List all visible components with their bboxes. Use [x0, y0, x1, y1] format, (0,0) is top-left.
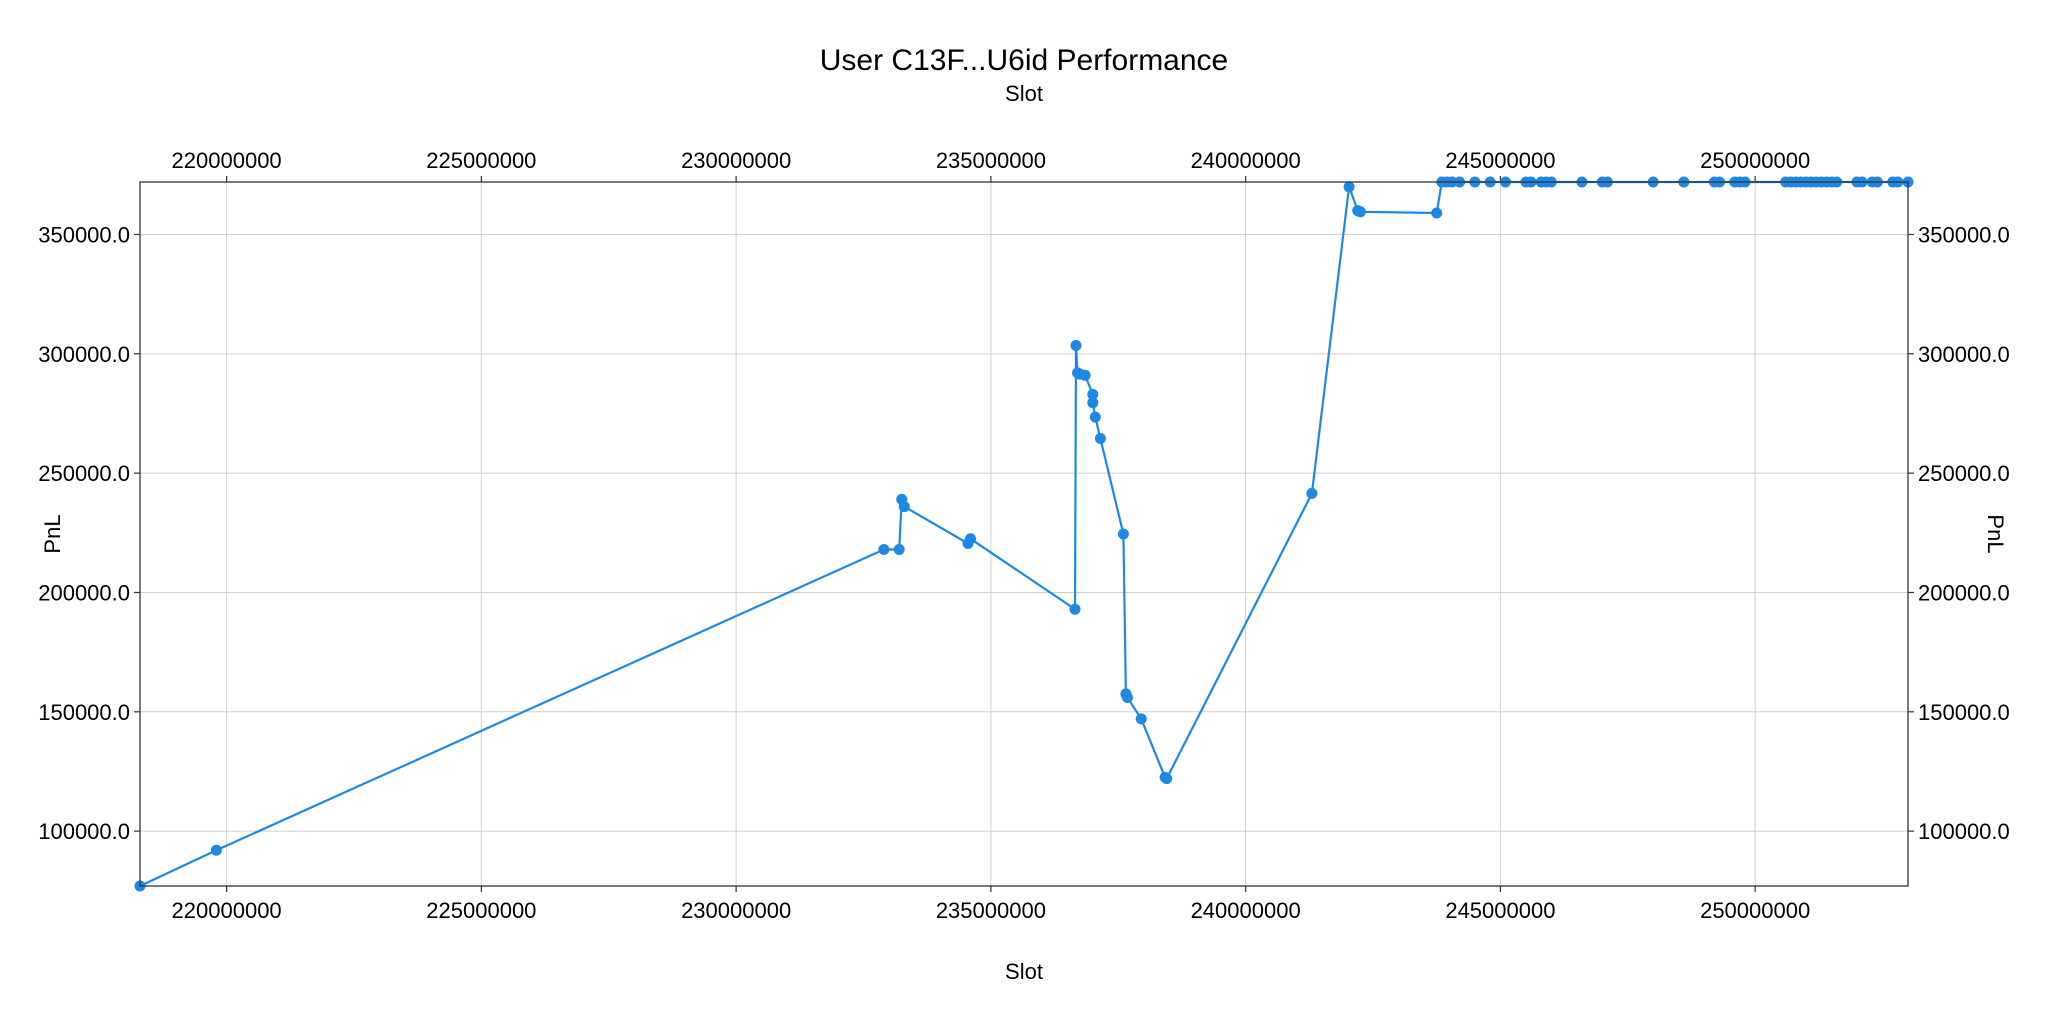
y-tick-label: 150000.0	[38, 700, 130, 725]
x2-tick-label: 230000000	[681, 148, 791, 173]
y2-tick-label: 150000.0	[1918, 700, 2010, 725]
data-point	[1094, 433, 1106, 444]
y-tick-label: 200000.0	[38, 580, 130, 605]
y-tick-label: 250000.0	[38, 461, 130, 486]
y2-tick-label: 250000.0	[1918, 461, 2010, 486]
grid-lines	[140, 182, 1908, 886]
data-point	[1343, 181, 1355, 193]
x2-tick-label: 240000000	[1191, 148, 1301, 173]
data-point	[1135, 713, 1147, 725]
data-point	[1087, 397, 1099, 409]
x-tick-label: 235000000	[936, 898, 1046, 923]
x-tick-label: 250000000	[1700, 898, 1810, 923]
data-point	[1306, 487, 1318, 499]
x-tick-label: 225000000	[426, 898, 536, 923]
x2-tick-label: 245000000	[1445, 148, 1555, 173]
left-y-axis-title: PnL	[40, 514, 65, 553]
bottom-x-axis-title: Slot	[1005, 959, 1043, 984]
data-point	[893, 544, 905, 555]
data-point	[898, 501, 910, 513]
y-tick-label: 100000.0	[38, 819, 130, 844]
x2-tick-label: 250000000	[1700, 148, 1810, 173]
y-tick-label: 350000.0	[38, 223, 130, 248]
data-point	[210, 844, 222, 856]
x2-tick-label: 220000000	[172, 148, 282, 173]
x-tick-label: 240000000	[1191, 898, 1301, 923]
y2-tick-label: 300000.0	[1918, 342, 2010, 367]
x-tick-label: 245000000	[1445, 898, 1555, 923]
data-point	[965, 533, 976, 545]
data-point	[1069, 603, 1081, 615]
data-point	[1354, 206, 1366, 218]
y-tick-label: 300000.0	[38, 342, 130, 367]
x2-tick-label: 225000000	[426, 148, 536, 173]
data-point	[1070, 340, 1082, 351]
data-point	[878, 544, 890, 555]
y2-tick-label: 100000.0	[1918, 819, 2010, 844]
data-point	[1121, 692, 1133, 703]
y2-tick-label: 350000.0	[1918, 223, 2010, 248]
data-point	[1431, 207, 1443, 219]
data-point	[1089, 411, 1101, 423]
x2-tick-label: 235000000	[936, 148, 1046, 173]
data-point	[1079, 369, 1091, 381]
top-x-axis-title: Slot	[1005, 81, 1043, 106]
data-point	[1117, 528, 1129, 540]
axis-ticks: 220000000 220000000 225000000 225000000 2300…	[38, 148, 2010, 923]
chart-title: User C13F...U6id Performance	[820, 44, 1229, 77]
series-layer	[134, 176, 1914, 892]
y2-tick-label: 200000.0	[1918, 580, 2010, 605]
x-tick-label: 220000000	[172, 898, 282, 923]
data-point	[1087, 388, 1099, 400]
data-point	[1161, 773, 1173, 785]
right-y-axis-title: PnL	[1983, 514, 2008, 553]
pnl-series-line	[139, 180, 1908, 887]
x-tick-label: 230000000	[681, 898, 791, 923]
plot-frame	[139, 181, 1909, 887]
